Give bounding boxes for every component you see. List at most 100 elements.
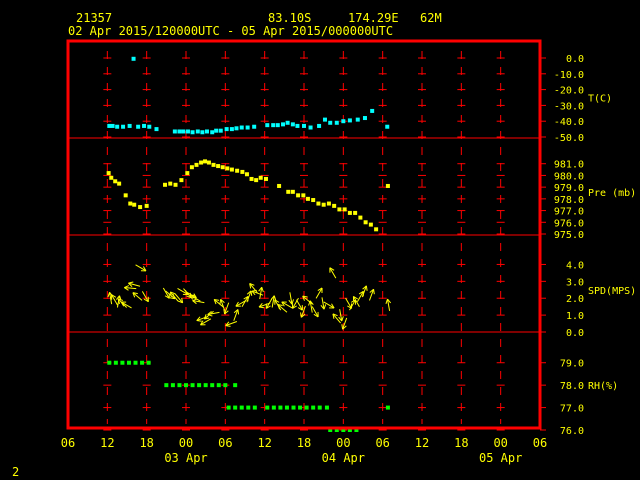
temperature-point [181,129,186,134]
wind-arrow [300,305,306,318]
wind-arrow [135,264,147,272]
pressure-point [316,201,321,206]
wind-arrow [329,267,337,279]
time-range: 02 Apr 2015/120000UTC - 05 Apr 2015/0000… [68,24,394,38]
pressure-point [286,189,291,194]
wind-arrow [141,291,149,303]
pressure-point [211,162,216,167]
temperature-point [275,123,280,128]
wind-arrow [311,306,319,318]
temperature-point [328,120,333,125]
wind-arrow [235,299,247,307]
y-tick-label: 3.0 [566,277,584,288]
pressure-point [199,160,204,165]
wind-arrow [251,289,264,296]
pressure-point [277,183,282,188]
humidity-point [203,383,208,388]
humidity-point [284,405,289,410]
pressure-point [220,165,225,170]
wind-arrow [369,288,375,301]
wind-arrow [128,281,141,287]
y-tick-label: 0.0 [566,328,584,339]
pressure-point [185,171,190,176]
humidity-point [252,405,257,410]
humidity-point [328,428,333,432]
humidity-point [278,405,283,410]
x-tick-label: 18 [297,436,311,450]
pressure-axis-label: Pre (mb) [588,188,636,199]
pressure-point [332,203,337,208]
y-tick-label: 78.0 [560,381,584,392]
x-tick-label: 12 [415,436,429,450]
temperature-point [362,116,367,121]
wind-arrow [291,297,299,309]
temperature-point [107,123,112,128]
pressure-point [342,207,347,212]
pressure-point [368,222,373,227]
y-tick-label: 76.0 [560,426,584,437]
pressure-point [347,210,352,215]
pressure-point [326,201,331,206]
temperature-point [121,124,126,129]
x-tick-label: 00 [336,436,350,450]
pressure-point [128,201,133,206]
pressure-point [240,169,245,174]
temperature-point [210,130,215,135]
pressure-point [132,202,137,207]
wind-arrow [295,299,303,311]
pressure-point [138,205,143,210]
wind-arrow [111,294,118,306]
pressure-point [113,179,118,184]
humidity-point [291,405,296,410]
humidity-point [146,360,151,365]
pressure-point [385,183,390,188]
temperature-point [172,129,177,134]
humidity-point [226,405,231,410]
humidity-point [177,383,182,388]
pressure-point [305,196,310,201]
wind-arrow [323,301,335,309]
humidity-point [246,405,251,410]
temperature-point [317,123,322,128]
temperature-point [142,123,147,128]
axis-labels-layer: 0.0 -10.0 -20.0 -30.0 -40.0 -50.0 T(C) 981.0980… [61,54,636,465]
temperature-point [334,120,339,125]
wind-arrow [174,293,184,304]
x-tick-label: 12 [100,436,114,450]
y-tick-label: -30.0 [554,101,584,112]
station-elevation: 62M [420,11,442,25]
temperature-point [245,125,250,130]
y-tick-label: -10.0 [554,70,584,81]
temperature-point [252,124,257,129]
temperature-point [385,124,390,129]
y-tick-label: 976.0 [554,218,584,229]
pressure-point [353,210,358,215]
y-tick-label: 0.0 [566,54,584,65]
humidity-point [298,405,303,410]
temperature-point [131,56,136,61]
temperature-point [214,128,219,133]
wind-arrow [338,309,344,322]
humidity-point [233,405,238,410]
temperature-point [285,120,290,125]
y-tick-label: 77.0 [560,404,584,415]
wind-arrow [213,298,224,308]
y-tick-label: 975.0 [554,230,584,241]
pressure-point [301,193,306,198]
humidity-point [113,360,118,365]
temperature-point [136,124,141,129]
pressure-point [117,181,122,186]
x-date-label: 05 Apr [479,451,522,465]
humidity-point [347,428,352,432]
data-marks-layer [106,56,392,432]
humidity-point [239,405,244,410]
wind-arrow [169,291,179,302]
temperature-point [370,108,375,113]
wind-arrow [315,287,323,299]
y-tick-label: 1.0 [566,311,584,322]
wind-arrow [258,286,264,300]
humidity-point [164,383,169,388]
temperature-point [190,130,195,135]
pressure-point [173,182,178,187]
